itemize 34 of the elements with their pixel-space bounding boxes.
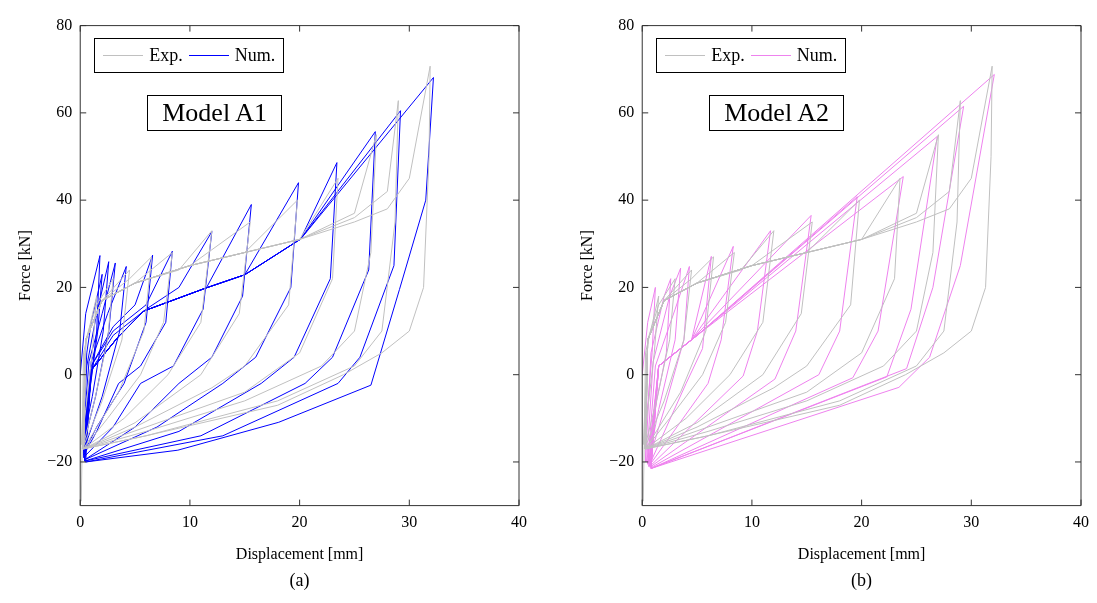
x-axis-title: Displacement [mm]: [235, 544, 364, 563]
x-axis-title: Displacement [mm]: [797, 544, 926, 563]
x-tick-label: 10: [743, 513, 760, 531]
legend-label: Exp.: [711, 44, 745, 66]
y-tick-label: 80: [618, 15, 635, 33]
y-tick-label: 60: [618, 103, 635, 121]
text: (a): [288, 570, 311, 591]
x-tick-label: 40: [511, 513, 527, 531]
x-tick-label: 20: [853, 513, 870, 531]
legend-label: Num.: [234, 44, 276, 66]
y-axis-title: Force [kN]: [15, 230, 33, 301]
y-tick-label: 40: [618, 190, 635, 208]
x-tick-label: 40: [1073, 513, 1089, 531]
y-tick-label: −20: [609, 452, 635, 470]
legend-label: Num.: [796, 44, 838, 66]
x-tick-label: 0: [638, 513, 647, 531]
y-tick-label: 40: [56, 190, 73, 208]
y-tick-label: 80: [56, 15, 73, 33]
text: (b): [850, 570, 874, 591]
x-tick-label: 20: [291, 513, 308, 531]
annotation: Model A2: [709, 94, 844, 131]
x-tick-label: 30: [963, 513, 980, 531]
y-tick-label: 20: [56, 277, 73, 295]
annotation: Model A1: [147, 94, 282, 131]
y-axis-title: Force [kN]: [577, 230, 595, 301]
x-tick-label: 0: [76, 513, 85, 531]
y-tick-label: 0: [626, 364, 635, 382]
x-tick-label: 10: [181, 513, 198, 531]
y-tick-label: −20: [47, 452, 73, 470]
y-tick-label: 0: [64, 364, 73, 382]
y-tick-label: 20: [618, 277, 635, 295]
x-tick-label: 30: [401, 513, 418, 531]
y-tick-label: 60: [56, 103, 73, 121]
legend-label: Exp.: [149, 44, 183, 66]
